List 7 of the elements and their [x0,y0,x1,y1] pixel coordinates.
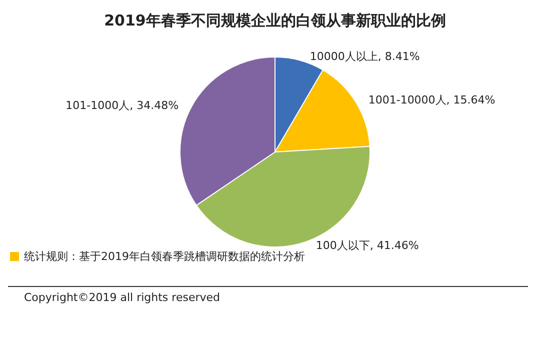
slice-label: 100人以下, 41.46% [316,239,419,252]
chart-title: 2019年春季不同规模企业的白领从事新职业的比例 [104,12,446,30]
slice-label: 101-1000人, 34.48% [66,99,179,112]
text: Copyright©2019 all rights reserved [24,291,220,304]
text: 统计规则：基于2019年白领春季跳槽调研数据的统计分析 [24,249,305,264]
slice-label: 1001-10000人, 15.64% [368,94,496,107]
slice-label: 10000人以上, 8.41% [310,50,420,63]
